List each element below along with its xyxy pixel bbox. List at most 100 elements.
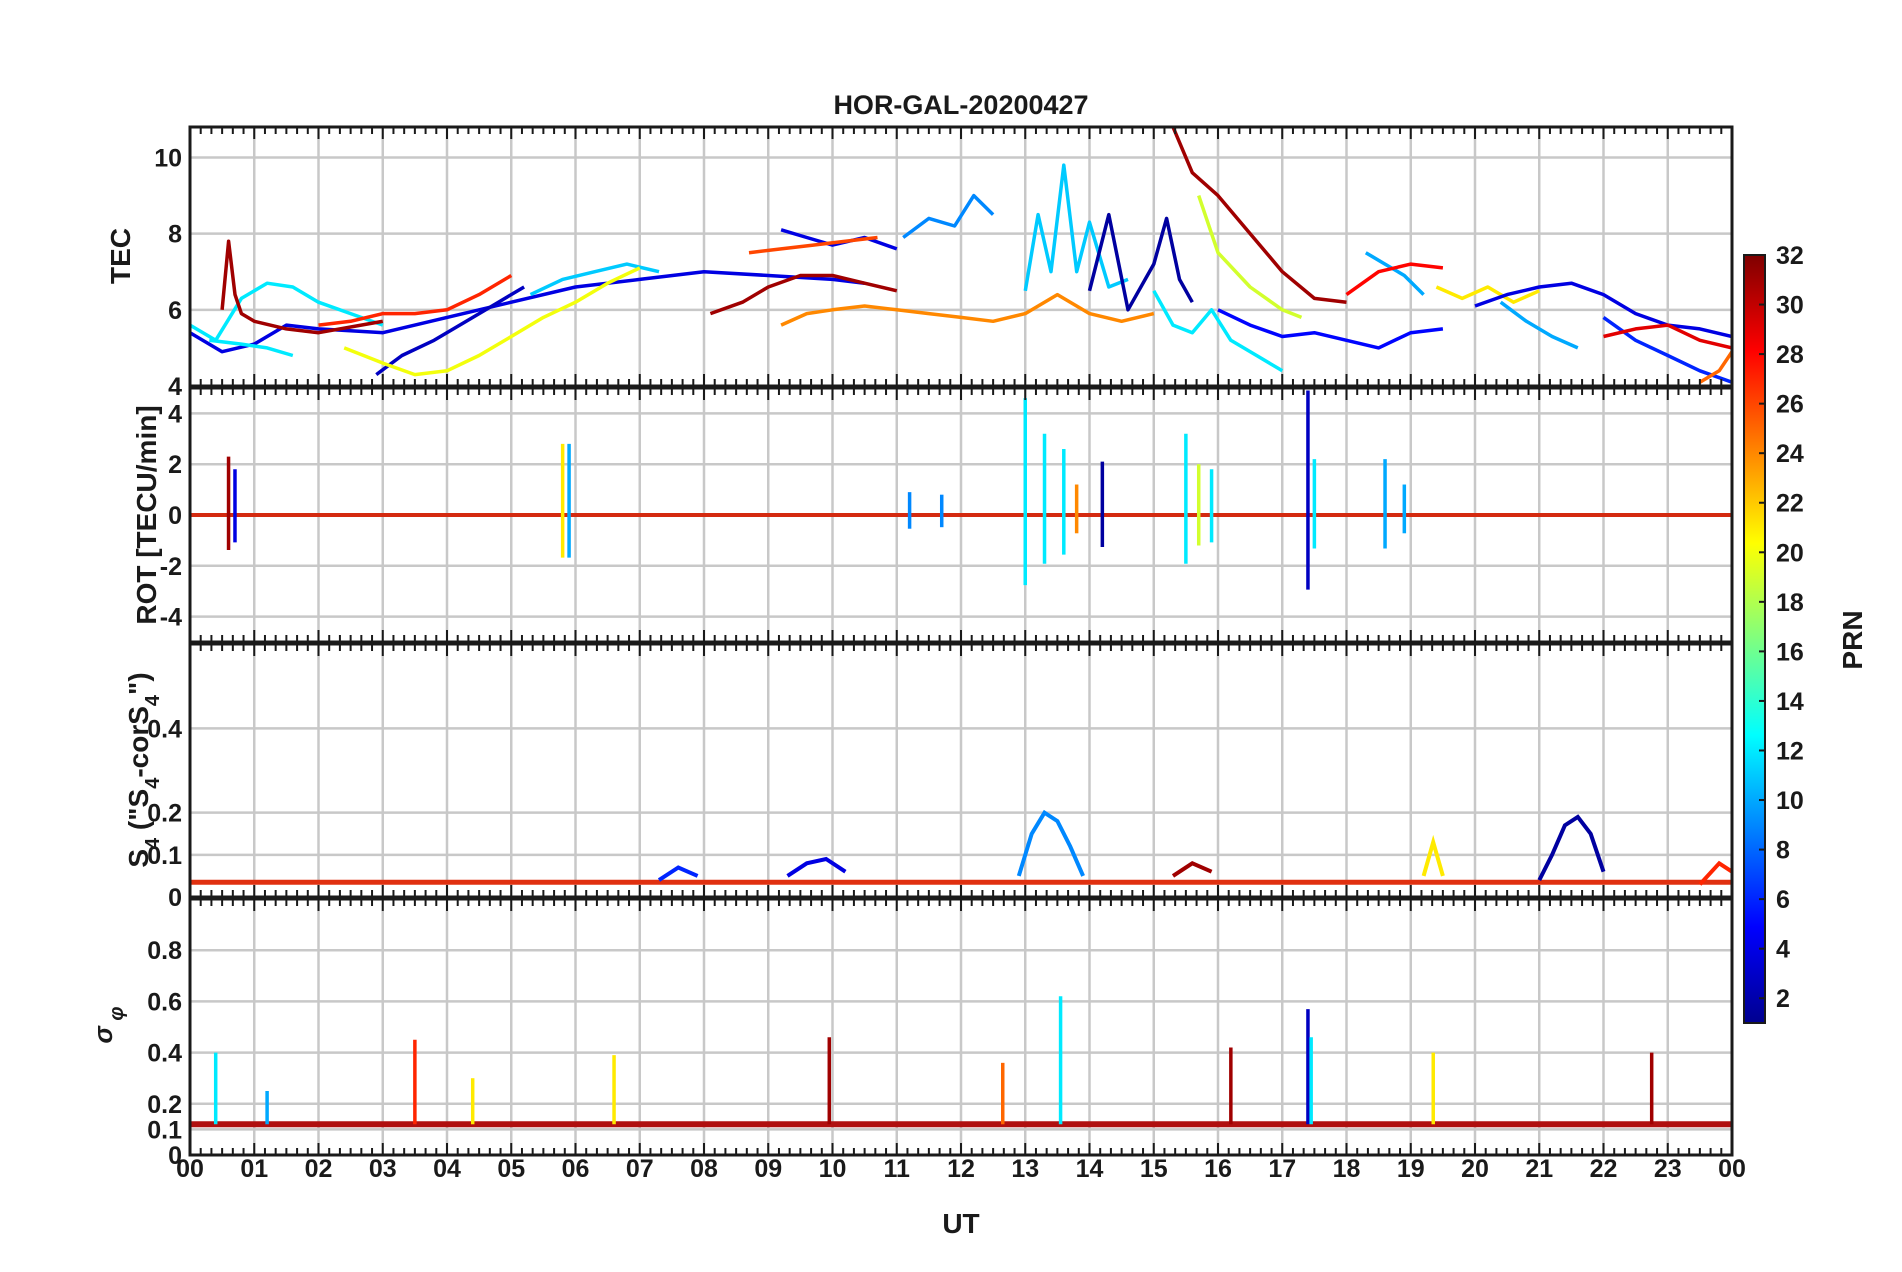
x-tick-label: 20: [1461, 1155, 1489, 1183]
y-tick-label: 0.4: [147, 715, 182, 743]
s4-series-line: [786, 856, 847, 878]
y-tick-label: 0.2: [147, 800, 182, 828]
s4-label-part: -corS: [123, 706, 154, 778]
y-tick-label: 10: [154, 144, 182, 172]
y-tick-label: 0.1: [147, 1116, 182, 1144]
colorbar-tick-label: 24: [1776, 440, 1804, 468]
colorbar-tick-label: 12: [1776, 737, 1804, 765]
tec-series-line: [1364, 251, 1425, 296]
x-axis-label: UT: [942, 1208, 979, 1239]
y-tick-label: 4: [168, 400, 182, 428]
y-tick-label: 6: [168, 297, 182, 325]
panel-data: [190, 996, 1732, 1128]
x-tick-label: 16: [1204, 1155, 1232, 1183]
y-axis-label-sigma-phi: σ φ: [88, 1007, 128, 1044]
x-tick-label: 08: [690, 1155, 718, 1183]
x-tick-label: 23: [1654, 1155, 1682, 1183]
tec-series-line: [1474, 281, 1732, 339]
s4-label-part: S: [123, 849, 154, 868]
y-tick-label: 0: [168, 884, 182, 912]
x-tick-label: 05: [497, 1155, 525, 1183]
panel-rot: -4 -2 0 2 4: [160, 386, 1734, 644]
x-tick-label: 09: [754, 1155, 782, 1183]
x-tick-label: 22: [1590, 1155, 1618, 1183]
tec-series-line: [1023, 163, 1129, 292]
s4-series-line: [1171, 861, 1213, 878]
x-tick-label: 18: [1333, 1155, 1361, 1183]
x-tick-label: 19: [1397, 1155, 1425, 1183]
colorbar-tick-label: 16: [1776, 638, 1804, 666]
tec-series-line: [1499, 300, 1579, 350]
tec-series-line: [343, 266, 641, 377]
x-tick-label: 17: [1268, 1155, 1296, 1183]
colorbar-tick-label: 14: [1776, 688, 1804, 716]
panel-tec: 4 6 8 10: [154, 125, 1734, 401]
y-tick-label: 8: [168, 221, 182, 249]
colorbar-label: PRN: [1837, 610, 1868, 669]
panels-layer: 46810-4-202400.10.20.400.10.20.40.60.8TE…: [88, 125, 1734, 1170]
tec-series-line: [220, 239, 384, 335]
s4-label-part: ("S: [123, 789, 154, 838]
y-axis-label-rot: ROT [TECU/min]: [131, 405, 162, 624]
colorbar-tick-label: 6: [1776, 886, 1790, 914]
y-tick-label: 0: [168, 502, 182, 530]
y-tick-label: 0.4: [147, 1040, 182, 1068]
colorbar-tick-label: 28: [1776, 341, 1804, 369]
panel-sigma-phi: 00.10.2 0.4 0.6 0.8: [147, 897, 1734, 1170]
tec-series-line: [1345, 262, 1444, 297]
colorbar-tick-label: 18: [1776, 589, 1804, 617]
x-tick-label: 04: [433, 1155, 461, 1183]
x-tick-label: 00: [1718, 1155, 1746, 1183]
tec-series-line: [190, 269, 865, 354]
panel-data: [190, 127, 1732, 384]
tec-series-line: [1699, 350, 1732, 384]
x-tick-label: 11: [884, 1155, 911, 1183]
s4-series-line: [1698, 860, 1732, 886]
x-tick-label: 07: [626, 1155, 654, 1183]
tec-series-line: [1152, 289, 1284, 373]
tec-series-line: [1217, 308, 1444, 350]
x-tick-label: 13: [1011, 1155, 1039, 1183]
sigma-symbol: σ: [88, 1024, 118, 1043]
panel-s4: 0 0.1 0.2 0.4: [147, 642, 1734, 912]
panel-data: [190, 390, 1732, 590]
tec-series-line: [209, 338, 294, 358]
chart-title: HOR-GAL-20200427: [833, 90, 1088, 120]
y-tick-label: -2: [160, 553, 182, 581]
y-axis-label-tec: TEC: [105, 228, 136, 284]
y-axis-label-s4: S4 ("S4-corS4"): [123, 672, 164, 867]
panel-data: [190, 809, 1732, 886]
colorbar-tick-label: 22: [1776, 490, 1804, 518]
s4-series-line: [1537, 814, 1606, 882]
colorbar-gradient: [1743, 254, 1766, 1024]
y-tick-label: 4: [168, 373, 182, 401]
y-tick-label: 0: [168, 1142, 182, 1170]
s4-label-part: "): [123, 672, 154, 695]
x-tick-label: 01: [240, 1155, 268, 1183]
x-tick-label: 06: [562, 1155, 590, 1183]
x-tick-label: 15: [1140, 1155, 1168, 1183]
tec-series-line: [529, 262, 660, 297]
s4-label-part: 4: [142, 777, 164, 789]
tec-series-line: [1435, 285, 1541, 304]
tec-series-line: [318, 273, 513, 327]
colorbar-tick-label: 32: [1776, 242, 1804, 270]
tec-series-line: [1603, 323, 1732, 350]
s4-label-part: 4: [142, 837, 164, 849]
y-tick-label: 0.6: [147, 988, 182, 1016]
s4-series-line: [1421, 834, 1445, 877]
x-tick-label: 00: [176, 1155, 204, 1183]
y-tick-label: 0.1: [147, 842, 182, 870]
y-tick-label: 0.2: [147, 1091, 182, 1119]
x-tick-labels: 00 01 02 03 04 05 06 07 08 09 10 11 12 13 14 15 16 17 18 19…: [176, 1155, 1746, 1183]
colorbar-tick-label: 10: [1776, 787, 1804, 815]
tec-series-line: [1197, 195, 1303, 320]
x-tick-label: 12: [947, 1155, 975, 1183]
tec-series-line: [780, 292, 1155, 327]
colorbar-tick-label: 26: [1776, 391, 1804, 419]
s4-label-part: 4: [142, 694, 164, 706]
tec-series-line: [709, 273, 898, 316]
